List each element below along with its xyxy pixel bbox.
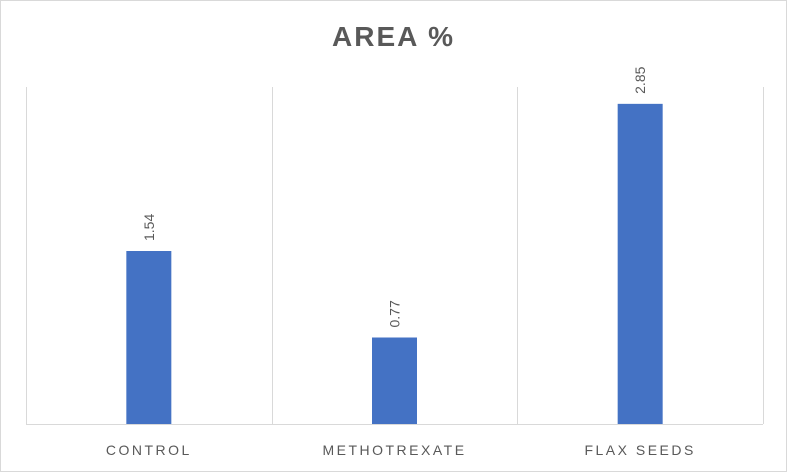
data-label: 0.77: [387, 300, 403, 327]
data-label: 2.85: [632, 66, 648, 93]
bar-control: [126, 251, 172, 424]
chart-title: AREA %: [332, 21, 455, 52]
x-tick-label: CONTROL: [106, 442, 192, 458]
bar-methotrexate: [372, 337, 417, 424]
x-tick-label: FLAX SEEDS: [584, 442, 695, 458]
bar-flax-seeds: [617, 103, 663, 424]
x-tick-label: METHOTREXATE: [322, 442, 466, 458]
data-label: 1.54: [141, 214, 157, 241]
